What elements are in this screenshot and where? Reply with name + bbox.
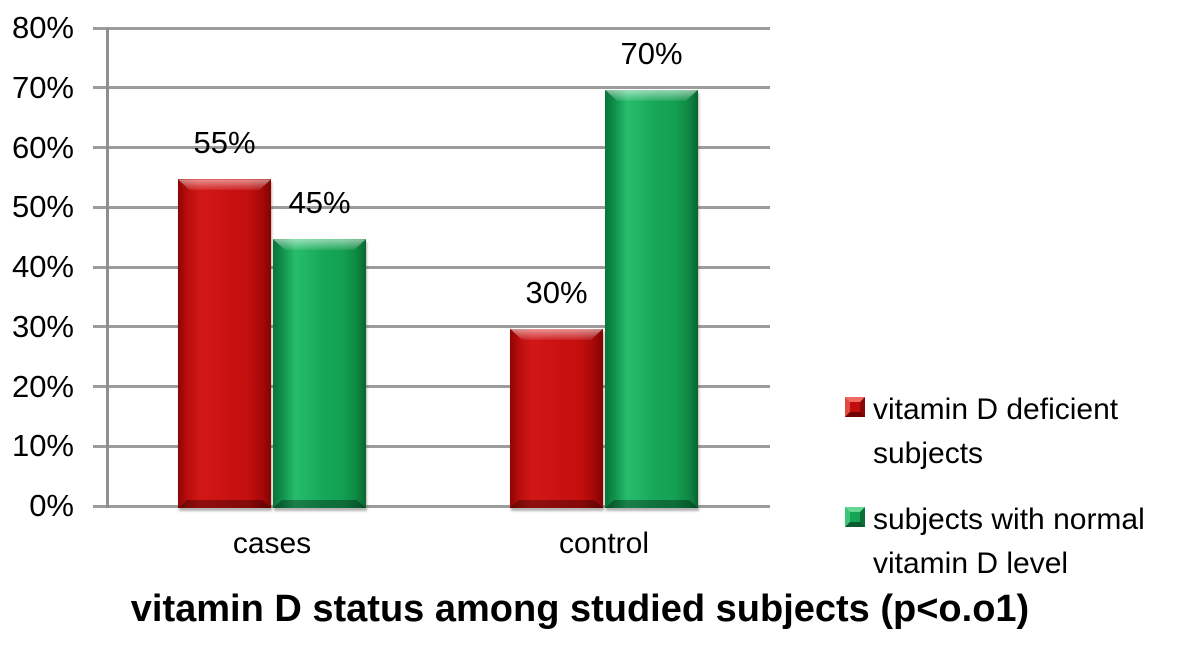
y-tick-label: 60% [11, 129, 74, 165]
data-label-cases-deficient: 55% [193, 125, 256, 161]
gridline [93, 26, 770, 30]
y-tick-label: 80% [11, 10, 74, 45]
data-label-control-normal: 70% [620, 35, 683, 71]
legend: vitamin D deficient subjects subjects wi… [845, 388, 1197, 586]
legend-key-green-icon [845, 507, 865, 527]
gridline [93, 325, 770, 329]
y-tick-label: 0% [29, 488, 74, 523]
x-category-label-cases: cases [232, 527, 312, 560]
legend-label-deficient: vitamin D deficient subjects [873, 393, 1119, 470]
gridline [93, 86, 770, 90]
x-category-label-control: control [558, 527, 650, 560]
chart-title: vitamin D status among studied subjects … [130, 588, 1030, 630]
bar-control-normal [605, 89, 698, 508]
gridline [93, 205, 770, 209]
bar-cases-normal [273, 239, 366, 508]
legend-entry-normal: subjects with normal vitamin D level [845, 498, 1197, 586]
gridline [93, 146, 770, 149]
y-tick-label: 50% [11, 189, 74, 225]
bar-control-deficient [510, 328, 603, 508]
gridline [93, 265, 770, 269]
legend-entry-deficient: vitamin D deficient subjects [845, 388, 1197, 476]
gridline [93, 504, 770, 508]
y-tick-label: 10% [11, 428, 74, 464]
y-tick-label: 30% [11, 308, 74, 344]
data-label-cases-normal: 45% [288, 185, 351, 221]
legend-label-normal: subjects with normal vitamin D level [873, 503, 1145, 580]
y-tick-label: 20% [11, 368, 74, 404]
gridline [93, 385, 770, 388]
legend-key-red-icon [845, 397, 865, 417]
data-label-control-deficient: 30% [525, 274, 588, 310]
y-tick-label: 70% [11, 69, 74, 105]
gridline [93, 444, 770, 448]
y-axis-line [106, 28, 109, 508]
bar-cases-deficient [178, 179, 271, 508]
y-tick-label: 40% [11, 249, 74, 284]
plot-area: 55% 45% 30% 70% [93, 26, 770, 508]
